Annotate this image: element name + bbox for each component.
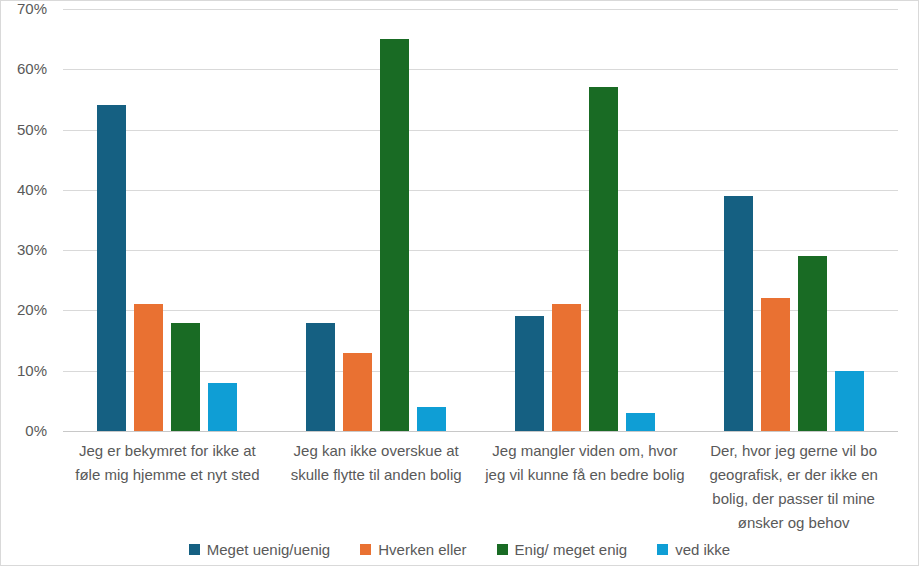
category-label: Der, hvor jeg gerne vil bo geografisk, e… bbox=[689, 439, 898, 535]
bar-series3-cat2 bbox=[380, 39, 409, 431]
bar-group bbox=[481, 9, 690, 431]
y-tick-label: 50% bbox=[1, 121, 47, 139]
bar-series4-cat4 bbox=[835, 371, 864, 431]
legend-item-3: Enig/ meget enig bbox=[497, 541, 628, 558]
legend: Meget uenig/uenig Hverken eller Enig/ mege… bbox=[1, 541, 918, 558]
bar-series4-cat2 bbox=[417, 407, 446, 431]
bar-series2-cat4 bbox=[761, 298, 790, 431]
bar-group bbox=[272, 9, 481, 431]
bar-series1-cat4 bbox=[724, 196, 753, 431]
legend-swatch-icon bbox=[497, 544, 508, 555]
category-label: Jeg mangler viden om, hvor jeg vil kunne… bbox=[481, 439, 690, 535]
bar-series4-cat1 bbox=[208, 383, 237, 431]
bar-series3-cat4 bbox=[798, 256, 827, 431]
y-tick-label: 60% bbox=[1, 60, 47, 78]
legend-label: ved ikke bbox=[675, 541, 730, 558]
category-label: Jeg kan ikke overskue at skulle flytte t… bbox=[272, 439, 481, 535]
bar-chart: 0% 10% 20% 30% 40% 50% 60% 70% Jeg er bekymret … bbox=[0, 0, 919, 566]
bar-series1-cat1 bbox=[97, 105, 126, 431]
y-tick-label: 10% bbox=[1, 362, 47, 380]
bar-series1-cat2 bbox=[306, 323, 335, 432]
bar-series3-cat3 bbox=[589, 87, 618, 431]
category-axis-labels: Jeg er bekymret for ikke at føle mig hje… bbox=[63, 439, 898, 535]
legend-swatch-icon bbox=[657, 544, 668, 555]
bar-series3-cat1 bbox=[171, 323, 200, 432]
y-tick-label: 70% bbox=[1, 0, 47, 18]
bar-group bbox=[689, 9, 898, 431]
y-tick-label: 30% bbox=[1, 241, 47, 259]
bar-series2-cat1 bbox=[134, 304, 163, 431]
legend-item-2: Hverken eller bbox=[360, 541, 466, 558]
legend-item-4: ved ikke bbox=[657, 541, 730, 558]
bar-group bbox=[63, 9, 272, 431]
legend-label: Hverken eller bbox=[378, 541, 466, 558]
legend-swatch-icon bbox=[360, 544, 371, 555]
bar-series2-cat2 bbox=[343, 353, 372, 431]
category-label: Jeg er bekymret for ikke at føle mig hje… bbox=[63, 439, 272, 535]
legend-swatch-icon bbox=[189, 544, 200, 555]
y-tick-label: 20% bbox=[1, 301, 47, 319]
bar-series2-cat3 bbox=[552, 304, 581, 431]
y-tick-label: 40% bbox=[1, 181, 47, 199]
bar-groups bbox=[63, 9, 898, 431]
bar-series4-cat3 bbox=[626, 413, 655, 431]
legend-item-1: Meget uenig/uenig bbox=[189, 541, 330, 558]
x-axis-line bbox=[63, 431, 898, 432]
legend-label: Meget uenig/uenig bbox=[207, 541, 330, 558]
bar-series1-cat3 bbox=[515, 316, 544, 431]
legend-label: Enig/ meget enig bbox=[515, 541, 628, 558]
y-tick-label: 0% bbox=[1, 422, 47, 440]
